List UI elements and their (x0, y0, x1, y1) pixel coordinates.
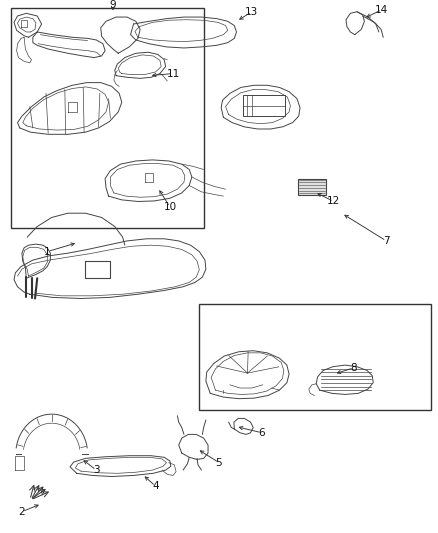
Text: 9: 9 (110, 1, 117, 10)
Text: 2: 2 (18, 507, 25, 516)
Bar (298, 179, 326, 195)
Text: 1: 1 (44, 247, 51, 256)
Text: 12: 12 (327, 197, 340, 206)
Text: 13: 13 (245, 7, 258, 17)
Text: 3: 3 (93, 465, 100, 475)
Bar (85, 261, 110, 278)
Text: 7: 7 (383, 236, 390, 246)
Text: 8: 8 (350, 363, 357, 373)
Text: 14: 14 (375, 5, 389, 14)
Text: 4: 4 (152, 481, 159, 491)
Text: 10: 10 (163, 202, 177, 212)
Bar (243, 95, 285, 116)
Text: 11: 11 (166, 69, 180, 78)
Bar (11, 8, 204, 228)
Text: 5: 5 (215, 458, 223, 467)
Bar (199, 304, 431, 410)
Text: 6: 6 (258, 428, 265, 438)
